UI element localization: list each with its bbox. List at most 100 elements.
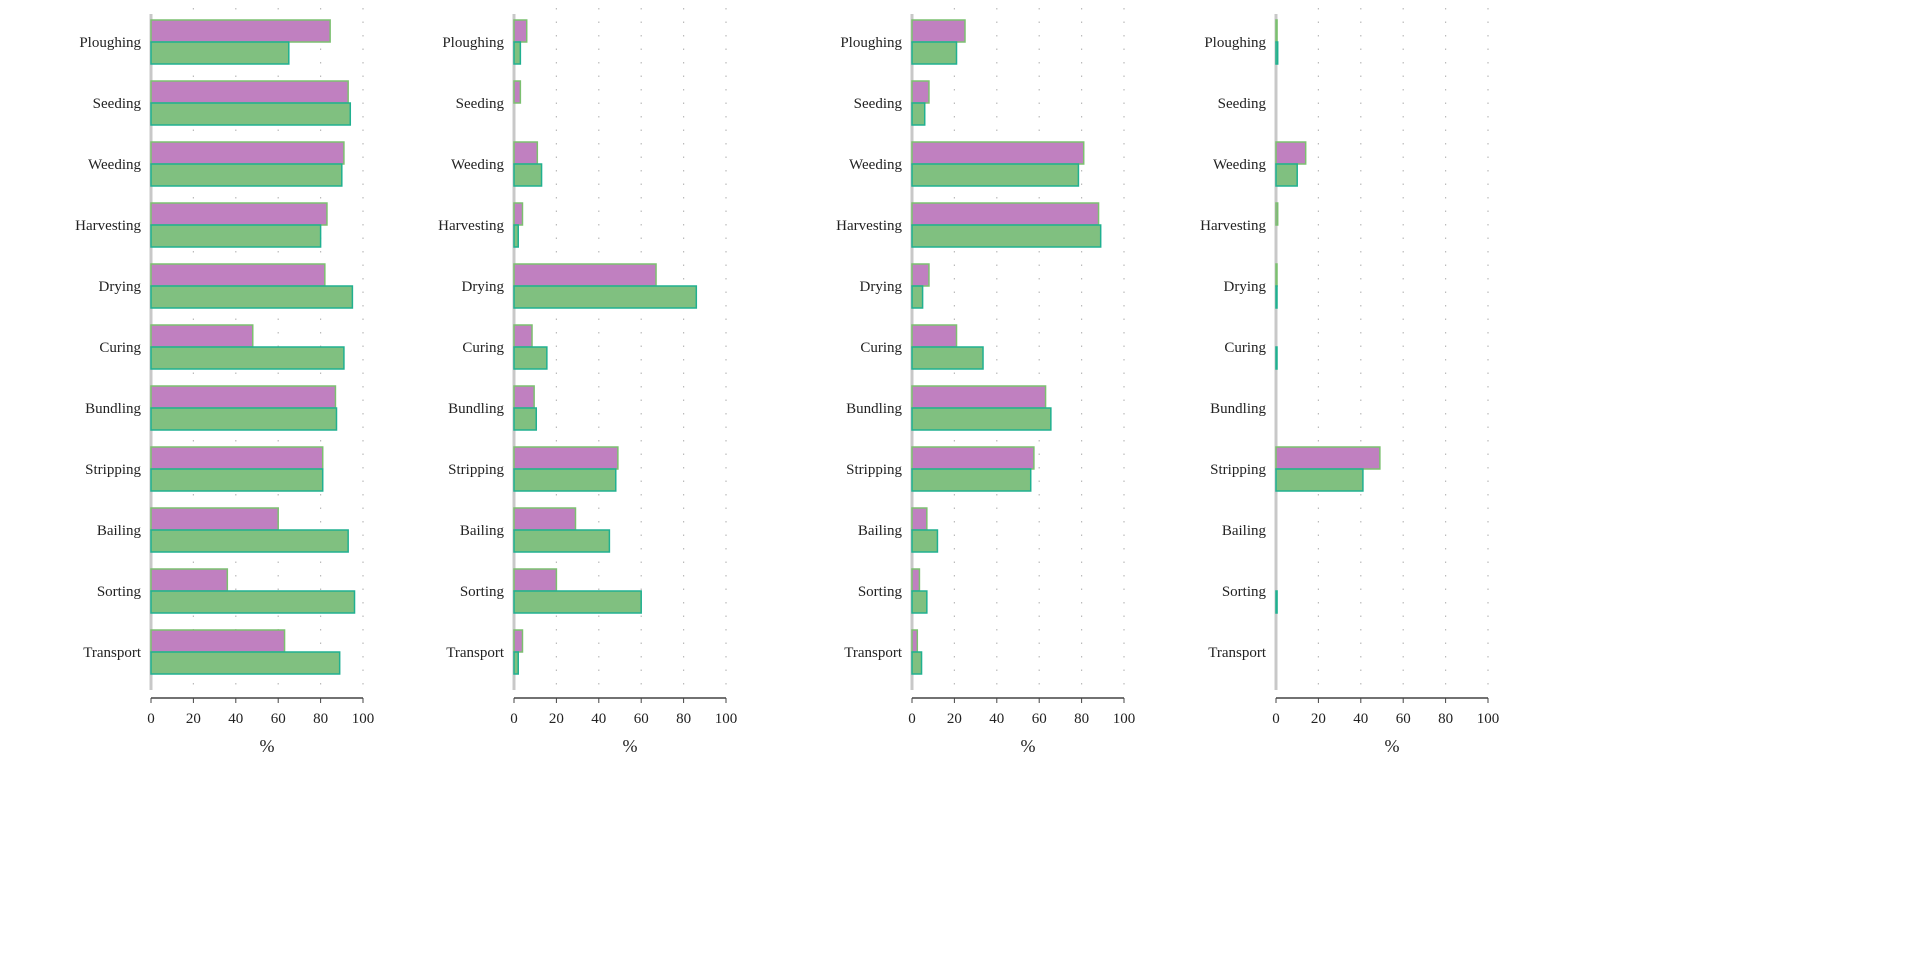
bar-stripping-series-1 xyxy=(513,446,619,470)
category-label: Bundling xyxy=(85,401,141,417)
bar-transport-series-1 xyxy=(150,629,286,653)
bar-harvesting-series-2 xyxy=(150,224,322,248)
category-label: Weeding xyxy=(88,157,141,173)
bar-bundling-series-2 xyxy=(150,407,338,431)
bar-sorting-series-2 xyxy=(150,590,356,614)
x-tick-label: 60 xyxy=(1396,711,1411,727)
bar-stripping-series-2 xyxy=(150,468,324,492)
x-tick-label: 80 xyxy=(1438,711,1453,727)
x-tick-label: 40 xyxy=(591,711,606,727)
bar-drying-series-1 xyxy=(513,263,657,287)
bar-weeding-series-1 xyxy=(1275,141,1307,165)
bar-transport-series-2 xyxy=(513,651,519,675)
x-tick-label: 20 xyxy=(1311,711,1326,727)
bar-transport-series-1 xyxy=(911,629,919,653)
category-label: Transport xyxy=(1208,645,1267,661)
x-tick-label: 80 xyxy=(313,711,328,727)
x-tick-label: 80 xyxy=(676,711,691,727)
category-label: Curing xyxy=(1224,340,1266,356)
x-tick-label: 60 xyxy=(634,711,649,727)
bar-sorting-series-2 xyxy=(1275,590,1278,614)
category-label: Drying xyxy=(860,279,903,295)
category-label: Transport xyxy=(446,645,505,661)
category-label: Transport xyxy=(844,645,903,661)
x-axis-label: % xyxy=(260,736,275,756)
bar-ploughing-series-1 xyxy=(911,19,966,43)
category-label: Stripping xyxy=(85,462,141,478)
category-label: Ploughing xyxy=(1204,35,1266,51)
x-tick-label: 20 xyxy=(186,711,201,727)
bar-drying-series-2 xyxy=(513,285,698,309)
category-label: Transport xyxy=(83,645,142,661)
category-label: Harvesting xyxy=(75,218,141,234)
x-tick-label: 40 xyxy=(1353,711,1368,727)
x-tick-label: 100 xyxy=(1113,711,1136,727)
bar-harvesting-series-1 xyxy=(911,202,1100,226)
category-label: Seeding xyxy=(456,96,505,112)
bar-bailing-series-2 xyxy=(911,529,939,553)
category-label: Stripping xyxy=(448,462,504,478)
category-label: Bundling xyxy=(846,401,902,417)
category-label: Sorting xyxy=(460,584,505,600)
bar-transport-series-2 xyxy=(150,651,341,675)
x-tick-label: 0 xyxy=(147,711,155,727)
bar-seeding-series-2 xyxy=(911,102,926,126)
panel-4: Ploughing Seeding Weeding Harvesting Drying C… xyxy=(1200,8,1499,756)
category-label: Bailing xyxy=(460,523,505,539)
bar-bailing-series-1 xyxy=(150,507,279,531)
bar-stripping-series-2 xyxy=(911,468,1032,492)
bar-weeding-series-1 xyxy=(513,141,539,165)
bar-bundling-series-1 xyxy=(513,385,535,409)
category-label: Bundling xyxy=(448,401,504,417)
bar-curing-series-2 xyxy=(513,346,548,370)
bar-ploughing-series-2 xyxy=(911,41,958,65)
bar-sorting-series-2 xyxy=(513,590,642,614)
bar-sorting-series-1 xyxy=(513,568,558,592)
bar-weeding-series-2 xyxy=(911,163,1080,187)
bar-curing-series-1 xyxy=(513,324,533,348)
x-tick-label: 100 xyxy=(352,711,375,727)
bar-stripping-series-1 xyxy=(150,446,324,470)
x-tick-label: 0 xyxy=(1272,711,1280,727)
bar-weeding-series-2 xyxy=(513,163,543,187)
x-tick-label: 80 xyxy=(1074,711,1089,727)
bar-stripping-series-2 xyxy=(513,468,617,492)
bar-ploughing-series-1 xyxy=(1275,19,1278,43)
bar-curing-series-2 xyxy=(911,346,984,370)
bar-bailing-series-1 xyxy=(513,507,577,531)
bar-ploughing-series-2 xyxy=(513,41,522,65)
category-label: Bundling xyxy=(1210,401,1266,417)
category-label: Weeding xyxy=(849,157,902,173)
category-label: Harvesting xyxy=(836,218,902,234)
x-tick-label: 0 xyxy=(908,711,916,727)
panel-3: Ploughing Seeding Weeding Harvesting Drying C… xyxy=(836,8,1135,756)
bar-weeding-series-1 xyxy=(150,141,345,165)
category-label: Ploughing xyxy=(840,35,902,51)
bar-seeding-series-1 xyxy=(513,80,522,104)
category-label: Weeding xyxy=(1213,157,1266,173)
x-tick-label: 40 xyxy=(989,711,1004,727)
x-axis-label: % xyxy=(623,736,638,756)
bar-ploughing-series-1 xyxy=(513,19,528,43)
bar-weeding-series-1 xyxy=(911,141,1085,165)
bar-bailing-series-1 xyxy=(911,507,928,531)
bar-stripping-series-1 xyxy=(1275,446,1381,470)
bar-bundling-series-2 xyxy=(911,407,1052,431)
bar-curing-series-1 xyxy=(150,324,254,348)
category-label: Bailing xyxy=(858,523,903,539)
category-label: Stripping xyxy=(1210,462,1266,478)
bar-seeding-series-2 xyxy=(150,102,352,126)
bar-curing-series-2 xyxy=(150,346,345,370)
x-tick-label: 60 xyxy=(1032,711,1047,727)
category-label: Sorting xyxy=(858,584,903,600)
bar-weeding-series-2 xyxy=(1275,163,1298,187)
bar-stripping-series-1 xyxy=(911,446,1035,470)
bar-drying-series-1 xyxy=(1275,263,1278,287)
bar-harvesting-series-1 xyxy=(513,202,524,226)
bar-seeding-series-1 xyxy=(911,80,930,104)
category-label: Stripping xyxy=(846,462,902,478)
category-label: Sorting xyxy=(1222,584,1267,600)
category-label: Curing xyxy=(99,340,141,356)
bar-bailing-series-2 xyxy=(513,529,611,553)
